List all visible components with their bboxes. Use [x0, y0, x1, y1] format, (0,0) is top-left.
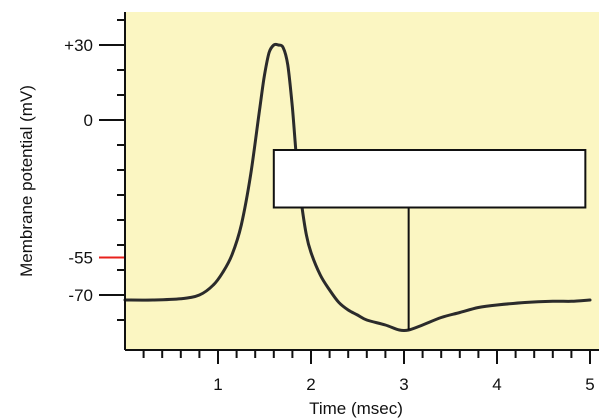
- y-axis-title: Membrane potential (mV): [17, 85, 36, 277]
- y-axis-minor-ticks: [117, 19, 125, 321]
- x-axis-ticks: 1 2 3 4 5: [213, 350, 595, 394]
- y-axis-ticks: +30 0 -55 -70: [64, 36, 125, 305]
- x-tick-label: 3: [399, 375, 408, 394]
- x-axis-minor-ticks: [142, 350, 591, 358]
- annotations: [272, 149, 587, 330]
- y-tick-label: -70: [68, 286, 93, 305]
- x-tick-label: 5: [585, 375, 594, 394]
- membrane-potential-curve: [123, 42, 592, 333]
- x-axis-title: Time (msec): [309, 399, 403, 418]
- x-tick-label: 4: [492, 375, 501, 394]
- y-tick-label: -55: [68, 249, 93, 268]
- label-box: [272, 149, 587, 209]
- x-tick-label: 2: [306, 375, 315, 394]
- x-tick-label: 1: [213, 375, 222, 394]
- y-tick-label: 0: [84, 111, 93, 130]
- y-tick-label: +30: [64, 36, 93, 55]
